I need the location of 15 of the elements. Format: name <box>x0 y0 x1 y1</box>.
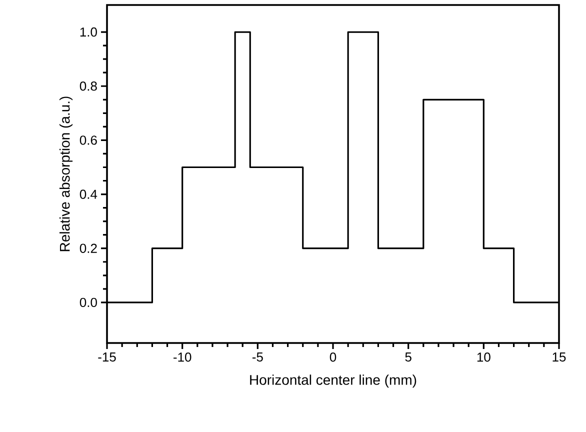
x-tick-label: 0 <box>330 352 336 362</box>
y-tick-label: 0.4 <box>80 190 98 199</box>
x-axis-title: Horizontal center line (mm) <box>250 374 416 388</box>
x-tick-label: -5 <box>252 352 263 362</box>
x-tick-label: -10 <box>174 352 192 362</box>
x-tick-label: 15 <box>552 352 566 362</box>
y-tick-label: 1.0 <box>80 27 97 37</box>
y-tick-label: 0.8 <box>80 82 97 91</box>
y-tick-label: 0.0 <box>80 298 97 308</box>
y-tick-label: 0.6 <box>80 136 97 145</box>
y-tick-label: 0.2 <box>80 244 97 253</box>
y-axis-title: Relative absorption (a.u.) <box>59 96 73 252</box>
x-tick-label: 5 <box>405 352 412 362</box>
x-tick-label: -15 <box>98 352 116 362</box>
x-tick-label: 10 <box>477 352 490 362</box>
